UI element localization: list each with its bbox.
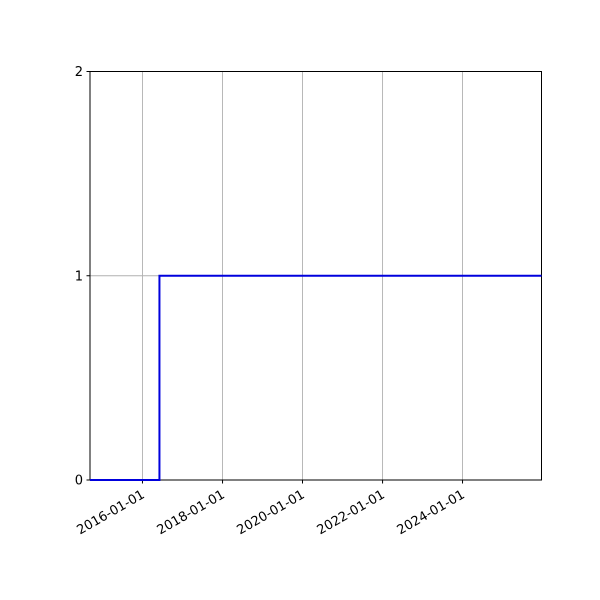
y-tick-label: 2 [75, 65, 83, 80]
x-tick-label: 2022-01-01 [315, 487, 388, 538]
x-tick-label: 2016-01-01 [75, 487, 148, 538]
series-line [90, 274, 542, 481]
x-tick-label: 2018-01-01 [155, 487, 228, 538]
y-tick-label: 0 [75, 474, 83, 489]
x-tick-label: 2024-01-01 [395, 487, 468, 538]
y-tick-label: 1 [75, 269, 83, 284]
x-tick-label: 2020-01-01 [235, 487, 308, 538]
